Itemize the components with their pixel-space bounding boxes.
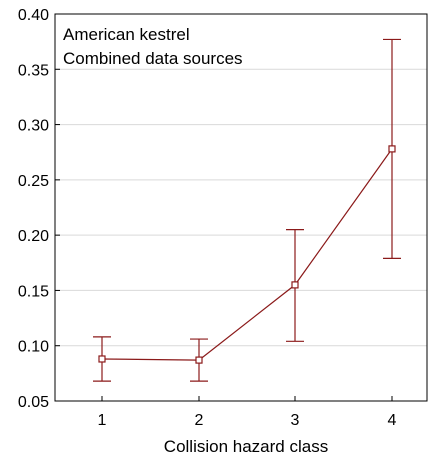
- y-tick-label: 0.40: [18, 7, 49, 24]
- x-tick-label: 3: [291, 412, 300, 429]
- y-tick-label: 0.10: [18, 339, 49, 356]
- label-layer: 0.05 0.10 0.15 0.20 0.25 0.30 0.35 0.40 1 2 3 4: [18, 7, 397, 429]
- plot-frame: [54, 13, 428, 402]
- tick-layer: [55, 13, 393, 402]
- x-tick-label: 1: [98, 412, 107, 429]
- x-tick-label: 4: [388, 412, 397, 429]
- grid-layer: [55, 68, 427, 347]
- data-point: [98, 355, 106, 363]
- x-axis-title: Collision hazard class: [164, 437, 328, 456]
- annotation-species: American kestrel: [63, 25, 190, 44]
- series-layer: [93, 38, 401, 382]
- y-tick-label: 0.20: [18, 228, 49, 245]
- data-point: [388, 145, 396, 153]
- series-line: [101, 148, 393, 361]
- y-tick-label: 0.25: [18, 173, 49, 190]
- y-tick-label: 0.30: [18, 118, 49, 135]
- y-tick-label: 0.35: [18, 62, 49, 79]
- y-tick-label: 0.15: [18, 283, 49, 300]
- data-point: [195, 356, 203, 364]
- annotation-data-source: Combined data sources: [63, 49, 243, 68]
- data-point: [291, 281, 299, 289]
- x-tick-label: 2: [195, 412, 204, 429]
- y-tick-label: 0.05: [18, 394, 49, 411]
